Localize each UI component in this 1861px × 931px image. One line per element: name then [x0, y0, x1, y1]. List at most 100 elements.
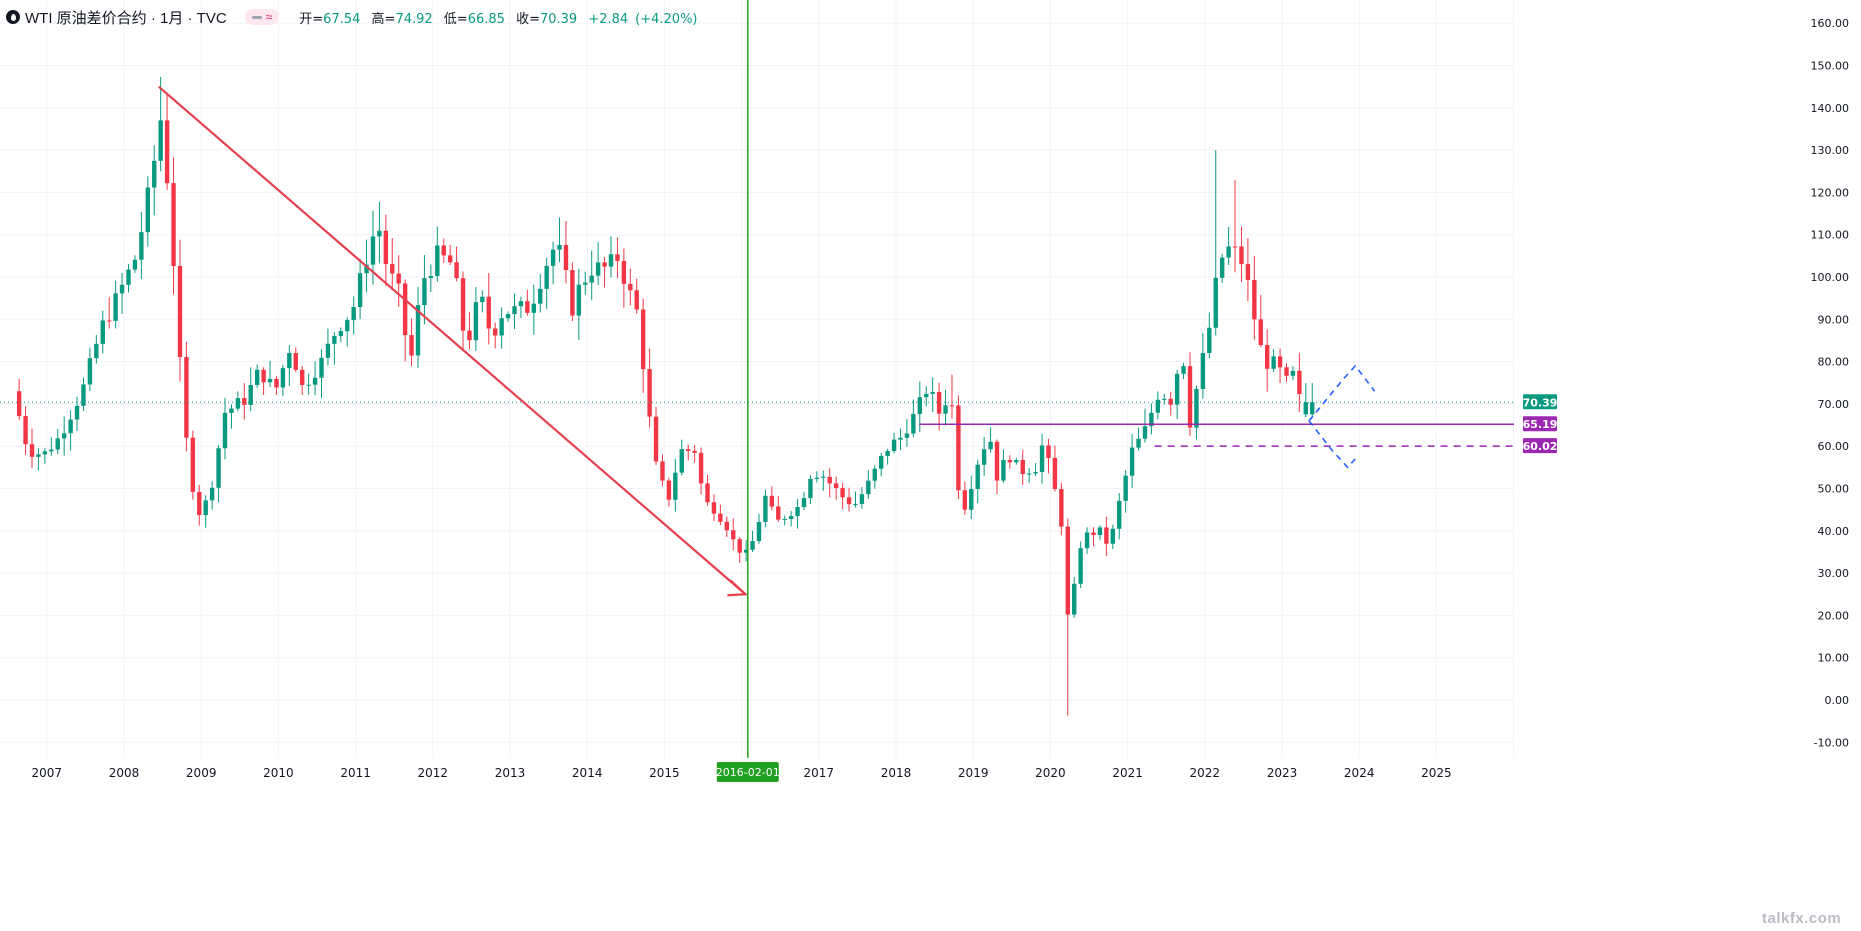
candle[interactable]	[1174, 369, 1180, 419]
candle[interactable]	[1078, 541, 1083, 588]
candle[interactable]	[1129, 434, 1135, 488]
candle[interactable]	[1181, 362, 1186, 380]
candle[interactable]	[454, 246, 459, 282]
candle[interactable]	[1001, 449, 1006, 483]
candle[interactable]	[692, 445, 697, 463]
candle[interactable]	[267, 360, 273, 388]
candle[interactable]	[756, 513, 762, 544]
candle[interactable]	[1310, 383, 1315, 418]
candle[interactable]	[1039, 433, 1045, 484]
candle[interactable]	[81, 377, 86, 412]
candle[interactable]	[139, 212, 144, 279]
candle[interactable]	[1065, 518, 1070, 716]
candle[interactable]	[49, 437, 54, 456]
candle[interactable]	[924, 386, 929, 407]
candle[interactable]	[293, 347, 298, 372]
candle[interactable]	[1020, 449, 1025, 486]
candle[interactable]	[576, 268, 582, 340]
candle[interactable]	[409, 318, 414, 367]
candle[interactable]	[300, 365, 305, 396]
candle[interactable]	[988, 427, 993, 453]
candle[interactable]	[686, 444, 691, 461]
candle[interactable]	[1014, 457, 1019, 465]
candle[interactable]	[29, 428, 35, 469]
candle[interactable]	[61, 416, 67, 456]
candle[interactable]	[1142, 408, 1148, 443]
candle[interactable]	[833, 476, 839, 500]
candle[interactable]	[666, 477, 672, 507]
candle[interactable]	[94, 334, 99, 364]
candle[interactable]	[956, 395, 961, 500]
candle[interactable]	[87, 347, 93, 391]
candle[interactable]	[1303, 383, 1309, 418]
candle[interactable]	[885, 448, 890, 465]
candle[interactable]	[306, 373, 311, 395]
candle[interactable]	[1213, 150, 1218, 336]
candle[interactable]	[428, 264, 434, 293]
candle[interactable]	[1232, 179, 1238, 273]
candle[interactable]	[119, 272, 125, 314]
candle[interactable]	[891, 432, 897, 454]
candle[interactable]	[1245, 238, 1251, 301]
candle[interactable]	[589, 250, 594, 301]
candle[interactable]	[312, 361, 318, 396]
candle[interactable]	[808, 475, 813, 505]
candle[interactable]	[866, 470, 871, 499]
candle[interactable]	[737, 537, 742, 563]
candle[interactable]	[274, 375, 279, 395]
candle[interactable]	[177, 239, 183, 382]
candle[interactable]	[1117, 492, 1122, 540]
candle[interactable]	[55, 428, 60, 455]
candle[interactable]	[1155, 391, 1161, 420]
candle[interactable]	[1239, 226, 1244, 282]
candle[interactable]	[36, 448, 41, 471]
candle[interactable]	[911, 399, 916, 437]
candle[interactable]	[242, 383, 247, 420]
candle[interactable]	[351, 296, 356, 335]
candle[interactable]	[1297, 352, 1302, 412]
candle[interactable]	[345, 317, 350, 347]
candle[interactable]	[949, 374, 955, 419]
candle[interactable]	[1168, 391, 1173, 416]
candle[interactable]	[1219, 253, 1225, 284]
candle[interactable]	[74, 396, 80, 431]
candle[interactable]	[113, 280, 118, 329]
candle[interactable]	[152, 145, 157, 216]
candle[interactable]	[557, 217, 562, 263]
candle[interactable]	[197, 484, 202, 526]
candle[interactable]	[486, 273, 491, 345]
candle[interactable]	[769, 486, 775, 511]
candle[interactable]	[441, 238, 446, 263]
projection-down-path[interactable]	[1308, 420, 1356, 469]
candle[interactable]	[422, 255, 427, 325]
candle[interactable]	[763, 489, 768, 528]
candle[interactable]	[338, 327, 344, 343]
candle[interactable]	[1052, 445, 1058, 492]
candle[interactable]	[615, 237, 620, 279]
candle[interactable]	[512, 293, 517, 330]
candle[interactable]	[962, 481, 968, 515]
trend-arrow[interactable]	[158, 85, 747, 596]
candle[interactable]	[1290, 366, 1296, 381]
candle[interactable]	[602, 256, 607, 288]
candle[interactable]	[435, 226, 440, 282]
candle[interactable]	[679, 439, 684, 476]
candle[interactable]	[981, 436, 987, 476]
candle[interactable]	[969, 475, 974, 519]
candle[interactable]	[640, 298, 646, 393]
candle[interactable]	[216, 444, 221, 503]
candle[interactable]	[531, 284, 537, 335]
candle[interactable]	[23, 406, 28, 455]
candle[interactable]	[126, 264, 131, 293]
candle[interactable]	[628, 268, 633, 306]
candle[interactable]	[750, 530, 755, 553]
candle[interactable]	[538, 273, 543, 313]
candle[interactable]	[42, 448, 48, 464]
candle[interactable]	[100, 310, 105, 354]
candle[interactable]	[396, 255, 401, 307]
candle[interactable]	[16, 378, 22, 421]
candle[interactable]	[1007, 455, 1013, 469]
candle[interactable]	[776, 496, 781, 522]
candle[interactable]	[904, 419, 910, 447]
symbol-title[interactable]: WTI 原油差价合约 · 1月 · TVC	[25, 9, 227, 27]
